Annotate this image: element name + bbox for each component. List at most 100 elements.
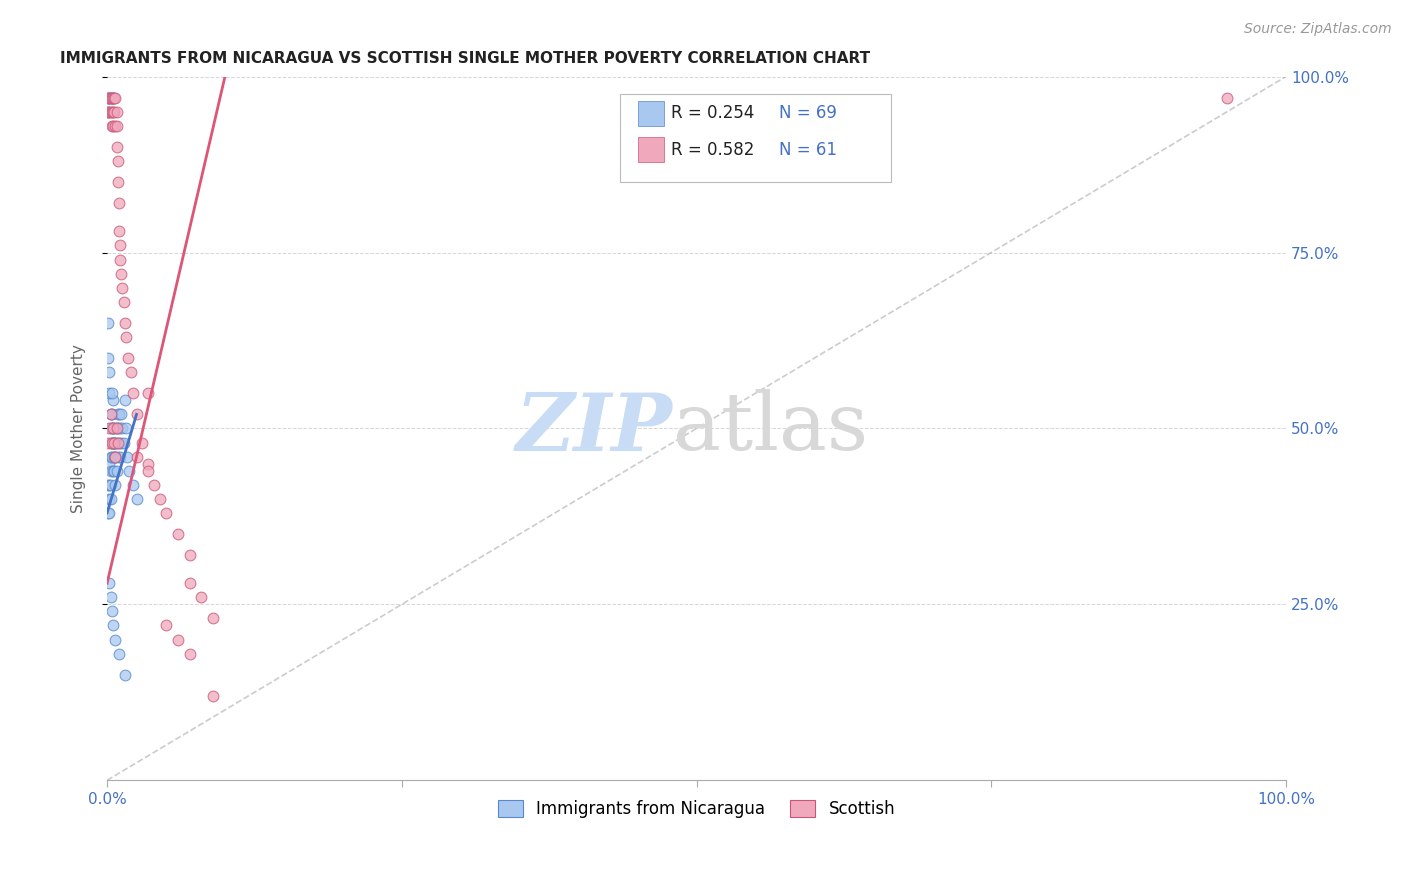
Point xyxy=(100,408,122,422)
Point xyxy=(101,386,124,401)
Point xyxy=(107,154,129,169)
Point xyxy=(97,104,120,119)
Point xyxy=(98,457,121,471)
Point xyxy=(122,477,145,491)
Point xyxy=(98,421,121,435)
Point xyxy=(103,435,125,450)
Point xyxy=(105,421,128,435)
Point xyxy=(101,91,124,105)
Point xyxy=(100,91,122,105)
Point xyxy=(101,393,124,408)
Point xyxy=(131,435,153,450)
Legend: Immigrants from Nicaragua, Scottish: Immigrants from Nicaragua, Scottish xyxy=(491,793,901,825)
Point xyxy=(125,450,148,464)
Point xyxy=(111,281,134,295)
Point xyxy=(108,421,131,435)
Point xyxy=(98,477,121,491)
Point xyxy=(98,104,121,119)
Point xyxy=(103,435,125,450)
Point xyxy=(190,591,212,605)
Point xyxy=(101,450,124,464)
Point xyxy=(101,435,124,450)
Point xyxy=(108,224,131,238)
Point xyxy=(105,464,128,478)
Text: N = 69: N = 69 xyxy=(779,104,837,122)
Point xyxy=(101,104,124,119)
Point xyxy=(114,667,136,681)
Text: IMMIGRANTS FROM NICARAGUA VS SCOTTISH SINGLE MOTHER POVERTY CORRELATION CHART: IMMIGRANTS FROM NICARAGUA VS SCOTTISH SI… xyxy=(60,51,870,66)
Point xyxy=(101,91,124,105)
Point xyxy=(120,365,142,379)
Point xyxy=(108,408,131,422)
Point xyxy=(115,330,138,344)
Text: atlas: atlas xyxy=(673,390,868,467)
Point xyxy=(98,506,121,520)
Point xyxy=(100,464,122,478)
Point xyxy=(108,647,131,661)
Point xyxy=(104,435,127,450)
Point xyxy=(101,421,124,435)
Point xyxy=(97,104,120,119)
Point xyxy=(105,421,128,435)
Point xyxy=(98,386,121,401)
Point xyxy=(112,294,135,309)
Point xyxy=(202,689,225,703)
Point xyxy=(101,104,124,119)
Point xyxy=(114,316,136,330)
Point xyxy=(202,611,225,625)
Point xyxy=(100,91,122,105)
Point xyxy=(155,506,177,520)
Point xyxy=(98,91,121,105)
Point xyxy=(110,267,132,281)
Text: R = 0.254: R = 0.254 xyxy=(671,104,754,122)
Point xyxy=(100,421,122,435)
Point xyxy=(143,477,166,491)
Point xyxy=(115,450,138,464)
Point xyxy=(105,435,128,450)
Point xyxy=(98,365,121,379)
Point xyxy=(107,450,129,464)
Point xyxy=(110,408,132,422)
Text: Source: ZipAtlas.com: Source: ZipAtlas.com xyxy=(1244,22,1392,37)
Point xyxy=(107,421,129,435)
Text: ZIP: ZIP xyxy=(516,390,673,467)
Point xyxy=(110,435,132,450)
Point xyxy=(114,393,136,408)
Point xyxy=(97,91,120,105)
Text: R = 0.582: R = 0.582 xyxy=(671,141,754,159)
Point xyxy=(101,119,124,133)
Point xyxy=(111,421,134,435)
Point xyxy=(118,464,141,478)
Point xyxy=(104,421,127,435)
Point xyxy=(100,477,122,491)
Point xyxy=(112,435,135,450)
Point xyxy=(149,491,172,506)
Point xyxy=(125,491,148,506)
Point xyxy=(97,435,120,450)
Point xyxy=(100,408,122,422)
Point xyxy=(97,91,120,105)
Point xyxy=(97,477,120,491)
Point xyxy=(101,91,124,105)
FancyBboxPatch shape xyxy=(637,101,664,126)
Point xyxy=(101,618,124,632)
Point xyxy=(101,421,124,435)
Point xyxy=(105,140,128,154)
Point xyxy=(104,450,127,464)
Point xyxy=(166,632,188,647)
Point xyxy=(103,435,125,450)
Point xyxy=(107,408,129,422)
Point xyxy=(97,316,120,330)
Point xyxy=(97,506,120,520)
Point xyxy=(105,119,128,133)
Point xyxy=(101,421,124,435)
Point xyxy=(98,576,121,591)
Point xyxy=(122,386,145,401)
Point xyxy=(101,604,124,618)
Point xyxy=(100,450,122,464)
Point xyxy=(104,477,127,491)
Point xyxy=(138,464,160,478)
Point xyxy=(179,647,201,661)
Point xyxy=(155,618,177,632)
Point xyxy=(108,252,131,267)
